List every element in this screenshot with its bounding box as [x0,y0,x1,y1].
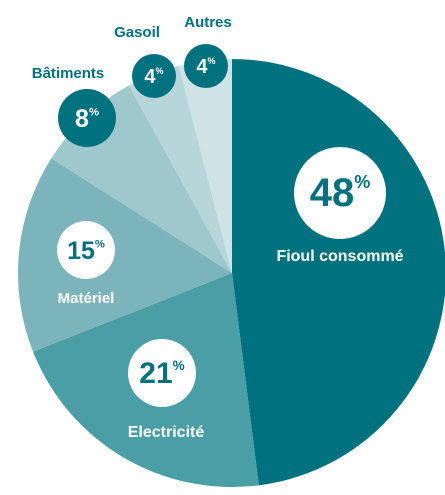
category-label: Autres [184,14,232,31]
pie-slice [18,158,233,352]
value-label: 21% [139,357,184,390]
pie-slice [128,65,232,273]
category-label: Bâtiments [32,65,105,82]
label-badge [58,89,116,147]
value-label: 4% [144,66,163,88]
label-badge [184,44,228,88]
category-label: Gasoil [114,24,160,41]
label-badge [294,147,386,239]
label-badge [57,221,115,279]
value-label: 4% [196,56,215,78]
pie-slice [232,59,445,486]
value-label: 8% [75,105,99,133]
category-label: Electricité [128,424,205,441]
label-badge [132,54,176,98]
category-label: Matériel [58,290,115,307]
category-label: Fioul consommé [276,248,403,265]
pie-slice [178,59,232,273]
value-label: 15% [67,237,105,265]
value-label: 48% [310,171,371,215]
label-badge [128,339,196,407]
